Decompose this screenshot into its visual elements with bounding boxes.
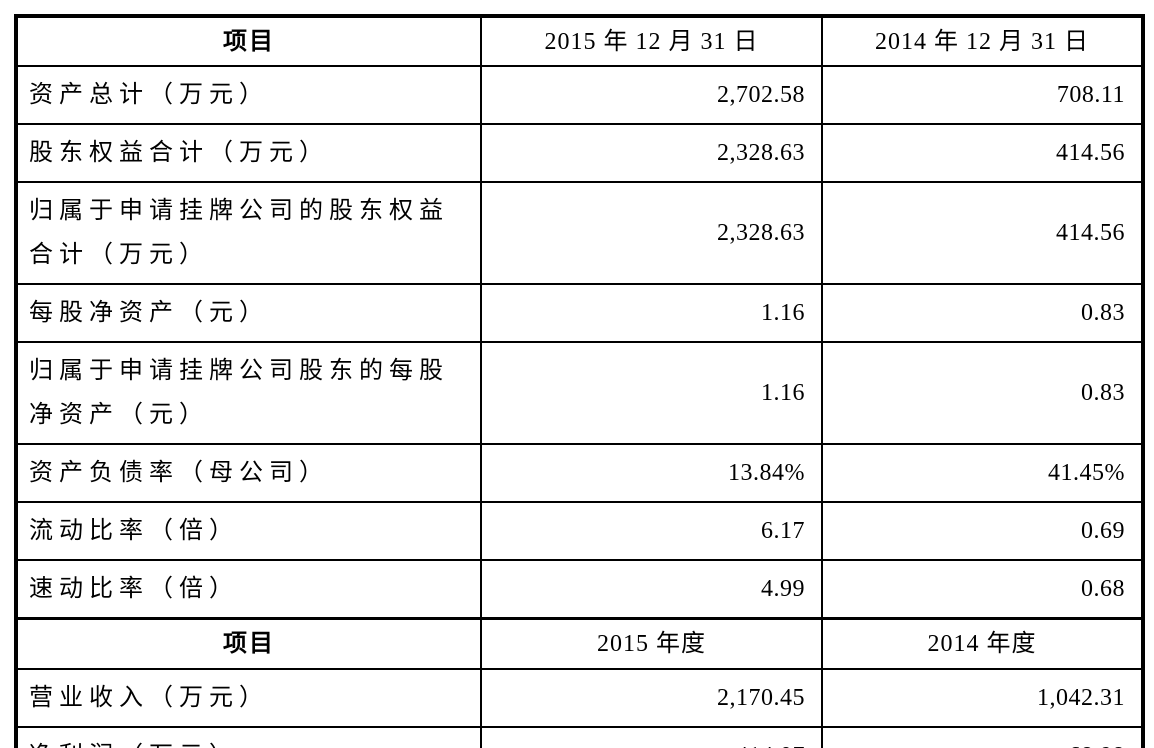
row-value-1: 13.84% [480, 443, 823, 503]
header-period-1: 2015 年度 [480, 617, 823, 670]
section-2-header-row: 项目 2015 年度 2014 年度 [15, 617, 1144, 670]
financial-table-body: 项目 2015 年 12 月 31 日 2014 年 12 月 31 日资产总计（万… [15, 15, 1144, 748]
row-value-1: 6.17 [480, 501, 823, 561]
row-value-2: 0.69 [821, 501, 1144, 561]
row-label: 股东权益合计（万元） [15, 123, 482, 183]
table-row: 资产总计（万元） 2,702.58 708.11 [15, 65, 1144, 125]
table-row: 净利润（万元）414.0768.98 [15, 725, 1144, 748]
header-item-label: 项目 [15, 15, 482, 67]
row-label: 资产总计（万元） [15, 65, 482, 125]
table-row: 速动比率（倍） 4.99 0.68 [15, 559, 1144, 620]
row-value-1: 2,328.63 [480, 123, 823, 183]
header-period-2: 2014 年度 [821, 617, 1144, 670]
row-value-1: 2,328.63 [480, 181, 823, 285]
row-value-2: 41.45% [821, 443, 1144, 503]
row-value-2: 0.83 [821, 341, 1144, 445]
row-label: 每股净资产（元） [15, 283, 482, 343]
row-label: 净利润（万元） [15, 725, 482, 748]
table-row: 每股净资产（元） 1.16 0.83 [15, 283, 1144, 343]
row-label: 归属于申请挂牌公司的股东权益合计（万元） [15, 181, 482, 285]
row-value-2: 708.11 [821, 65, 1144, 125]
row-value-2: 1,042.31 [821, 667, 1144, 728]
table-row: 资产负债率（母公司） 13.84% 41.45% [15, 443, 1144, 503]
financial-table: 项目 2015 年 12 月 31 日 2014 年 12 月 31 日资产总计（万… [14, 14, 1145, 748]
row-value-1: 2,702.58 [480, 65, 823, 125]
row-value-1: 414.07 [480, 725, 823, 748]
row-value-2: 0.83 [821, 283, 1144, 343]
row-label: 流动比率（倍） [15, 501, 482, 561]
row-value-1: 4.99 [480, 559, 823, 620]
row-label: 归属于申请挂牌公司股东的每股净资产（元） [15, 341, 482, 445]
table-row: 营业收入（万元） 2,170.45 1,042.31 [15, 667, 1144, 728]
row-value-2: 414.56 [821, 181, 1144, 285]
header-period-2: 2014 年 12 月 31 日 [821, 15, 1144, 67]
table-row: 归属于申请挂牌公司的股东权益合计（万元） 2,328.63 414.56 [15, 181, 1144, 285]
section-1-header-row: 项目 2015 年 12 月 31 日 2014 年 12 月 31 日 [15, 15, 1144, 67]
row-label: 速动比率（倍） [15, 559, 482, 620]
row-label: 资产负债率（母公司） [15, 443, 482, 503]
row-value-2: 0.68 [821, 559, 1144, 620]
row-value-2: 68.98 [821, 725, 1144, 748]
header-period-1: 2015 年 12 月 31 日 [480, 15, 823, 67]
row-value-2: 414.56 [821, 123, 1144, 183]
row-value-1: 1.16 [480, 283, 823, 343]
table-row: 股东权益合计（万元） 2,328.63 414.56 [15, 123, 1144, 183]
row-value-1: 2,170.45 [480, 667, 823, 728]
header-item-label: 项目 [15, 617, 482, 670]
row-label: 营业收入（万元） [15, 667, 482, 728]
table-row: 归属于申请挂牌公司股东的每股净资产（元） 1.16 0.83 [15, 341, 1144, 445]
table-row: 流动比率（倍） 6.17 0.69 [15, 501, 1144, 561]
row-value-1: 1.16 [480, 341, 823, 445]
